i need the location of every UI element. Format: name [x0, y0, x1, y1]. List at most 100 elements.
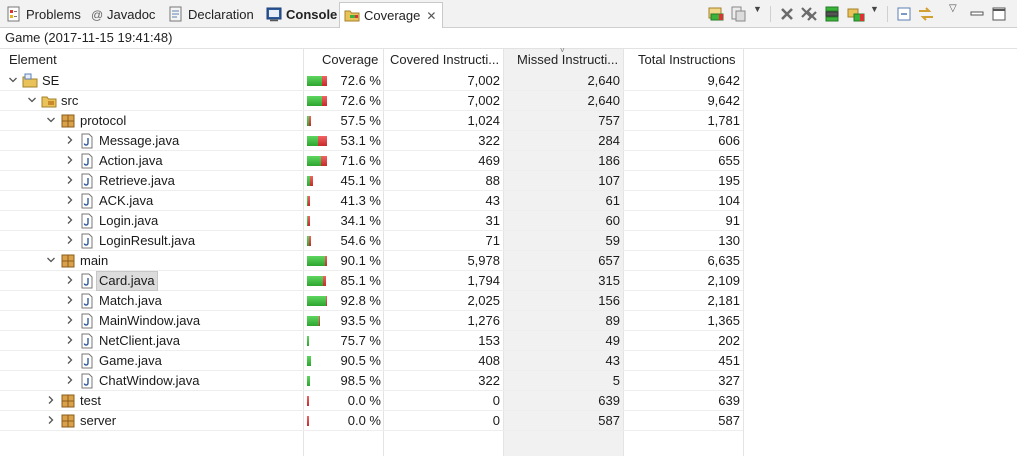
element-name[interactable]: NetClient.java: [99, 333, 180, 348]
tab-problems[interactable]: Problems: [2, 3, 87, 27]
chevron-down-icon[interactable]: [8, 75, 18, 85]
coverage-bar-missed: [321, 156, 327, 166]
element-name[interactable]: SE: [42, 73, 60, 88]
chevron-right-icon[interactable]: [65, 135, 75, 145]
coverage-bar: [307, 296, 327, 306]
column-divider: [743, 49, 744, 456]
coverage-bar-missed: [322, 96, 327, 106]
chevron-down-icon[interactable]: [27, 95, 37, 105]
chevron-down-icon[interactable]: [46, 255, 56, 265]
element-name[interactable]: LoginResult.java: [99, 233, 196, 248]
table-row[interactable]: Message.java 53.1 % 322 284 606: [0, 131, 743, 151]
missed-instructions-value: 2,640: [587, 93, 620, 108]
column-header-total-instructions[interactable]: Total Instructions: [638, 52, 736, 67]
tab-coverage[interactable]: Coverage ✕: [339, 2, 444, 28]
chevron-right-icon[interactable]: [65, 155, 75, 165]
missed-instructions-value: 89: [605, 313, 620, 328]
element-name[interactable]: Match.java: [99, 293, 162, 308]
tab-console[interactable]: Console: [262, 3, 343, 27]
element-name[interactable]: ACK.java: [99, 193, 154, 208]
missed-instructions-value: 2,640: [587, 73, 620, 88]
element-name[interactable]: main: [80, 253, 109, 268]
chevron-right-icon[interactable]: [46, 395, 56, 405]
close-icon[interactable]: ✕: [426, 9, 437, 23]
coverage-bar: [307, 76, 327, 86]
view-menu-icon[interactable]: ▽: [949, 3, 957, 14]
element-name[interactable]: server: [80, 413, 117, 428]
dropdown-icon[interactable]: ▼: [753, 4, 762, 14]
chevron-right-icon[interactable]: [65, 315, 75, 325]
chevron-right-icon[interactable]: [65, 195, 75, 205]
table-row[interactable]: Card.java 85.1 % 1,794 315 2,109: [0, 271, 743, 291]
table-row[interactable]: Game.java 90.5 % 408 43 451: [0, 351, 743, 371]
chevron-right-icon[interactable]: [65, 355, 75, 365]
covered-instructions-value: 1,024: [467, 113, 500, 128]
column-header-element[interactable]: Element: [9, 52, 57, 67]
java-file-icon: [81, 153, 93, 169]
remove-all-sessions-icon[interactable]: [800, 5, 818, 23]
element-name[interactable]: test: [80, 393, 101, 408]
coverage-value: 75.7 %: [340, 333, 381, 348]
collapse-all-icon[interactable]: [895, 5, 913, 23]
total-instructions-value: 104: [718, 193, 740, 208]
table-row[interactable]: MainWindow.java 93.5 % 1,276 89 1,365: [0, 311, 743, 331]
sort-descending-icon: ˅: [560, 46, 565, 55]
package-icon: [61, 414, 75, 428]
chevron-right-icon[interactable]: [65, 295, 75, 305]
chevron-right-icon[interactable]: [46, 415, 56, 425]
remove-session-icon[interactable]: [778, 5, 796, 23]
element-name[interactable]: Card.java: [96, 271, 158, 291]
tab-console-label: Console: [286, 7, 338, 22]
column-header-missed-instructions[interactable]: Missed Instructi...: [517, 52, 619, 67]
element-name[interactable]: Message.java: [99, 133, 180, 148]
minimize-icon[interactable]: [968, 5, 986, 23]
coverage-bar: [307, 336, 327, 346]
chevron-right-icon[interactable]: [65, 275, 75, 285]
chevron-right-icon[interactable]: [65, 335, 75, 345]
missed-instructions-value: 5: [612, 373, 620, 388]
table-row[interactable]: Action.java 71.6 % 469 186 655: [0, 151, 743, 171]
relaunch-coverage-icon[interactable]: [707, 5, 725, 23]
chevron-right-icon[interactable]: [65, 215, 75, 225]
total-instructions-value: 655: [718, 153, 740, 168]
table-row[interactable]: Match.java 92.8 % 2,025 156 2,181: [0, 291, 743, 311]
table-row[interactable]: Login.java 34.1 % 31 60 91: [0, 211, 743, 231]
coverage-bar-covered: [307, 156, 321, 166]
dropdown-icon[interactable]: ▼: [870, 4, 879, 14]
table-row[interactable]: main 90.1 % 5,978 657 6,635: [0, 251, 743, 271]
table-row[interactable]: SE 72.6 % 7,002 2,640 9,642: [0, 71, 743, 91]
table-row[interactable]: server 0.0 % 0 587 587: [0, 411, 743, 431]
table-row[interactable]: ACK.java 41.3 % 43 61 104: [0, 191, 743, 211]
table-row[interactable]: protocol 57.5 % 1,024 757 1,781: [0, 111, 743, 131]
covered-instructions-value: 469: [478, 153, 500, 168]
element-name[interactable]: src: [61, 93, 79, 108]
dump-execution-data-icon[interactable]: [730, 5, 748, 23]
chevron-right-icon[interactable]: [65, 375, 75, 385]
select-session-icon[interactable]: [847, 5, 865, 23]
merge-sessions-icon[interactable]: [823, 5, 841, 23]
column-header-coverage[interactable]: Coverage: [322, 52, 379, 67]
table-row[interactable]: src 72.6 % 7,002 2,640 9,642: [0, 91, 743, 111]
chevron-right-icon[interactable]: [65, 235, 75, 245]
element-name[interactable]: MainWindow.java: [99, 313, 201, 328]
tab-declaration[interactable]: Declaration: [164, 3, 260, 27]
tab-javadoc[interactable]: @ Javadoc: [87, 3, 161, 27]
element-name[interactable]: Game.java: [99, 353, 162, 368]
chevron-right-icon[interactable]: [65, 175, 75, 185]
total-instructions-value: 2,181: [707, 293, 740, 308]
element-name[interactable]: Login.java: [99, 213, 159, 228]
table-row[interactable]: test 0.0 % 0 639 639: [0, 391, 743, 411]
element-name[interactable]: protocol: [80, 113, 127, 128]
tab-javadoc-label: Javadoc: [107, 7, 156, 22]
element-name[interactable]: ChatWindow.java: [99, 373, 200, 388]
element-name[interactable]: Retrieve.java: [99, 173, 175, 188]
table-row[interactable]: NetClient.java 75.7 % 153 49 202: [0, 331, 743, 351]
chevron-down-icon[interactable]: [46, 115, 56, 125]
link-with-editor-icon[interactable]: [917, 5, 935, 23]
column-header-covered-instructions[interactable]: Covered Instructi...: [390, 52, 500, 67]
table-row[interactable]: ChatWindow.java 98.5 % 322 5 327: [0, 371, 743, 391]
element-name[interactable]: Action.java: [99, 153, 163, 168]
maximize-icon[interactable]: [990, 5, 1008, 23]
table-row[interactable]: Retrieve.java 45.1 % 88 107 195: [0, 171, 743, 191]
table-row[interactable]: LoginResult.java 54.6 % 71 59 130: [0, 231, 743, 251]
